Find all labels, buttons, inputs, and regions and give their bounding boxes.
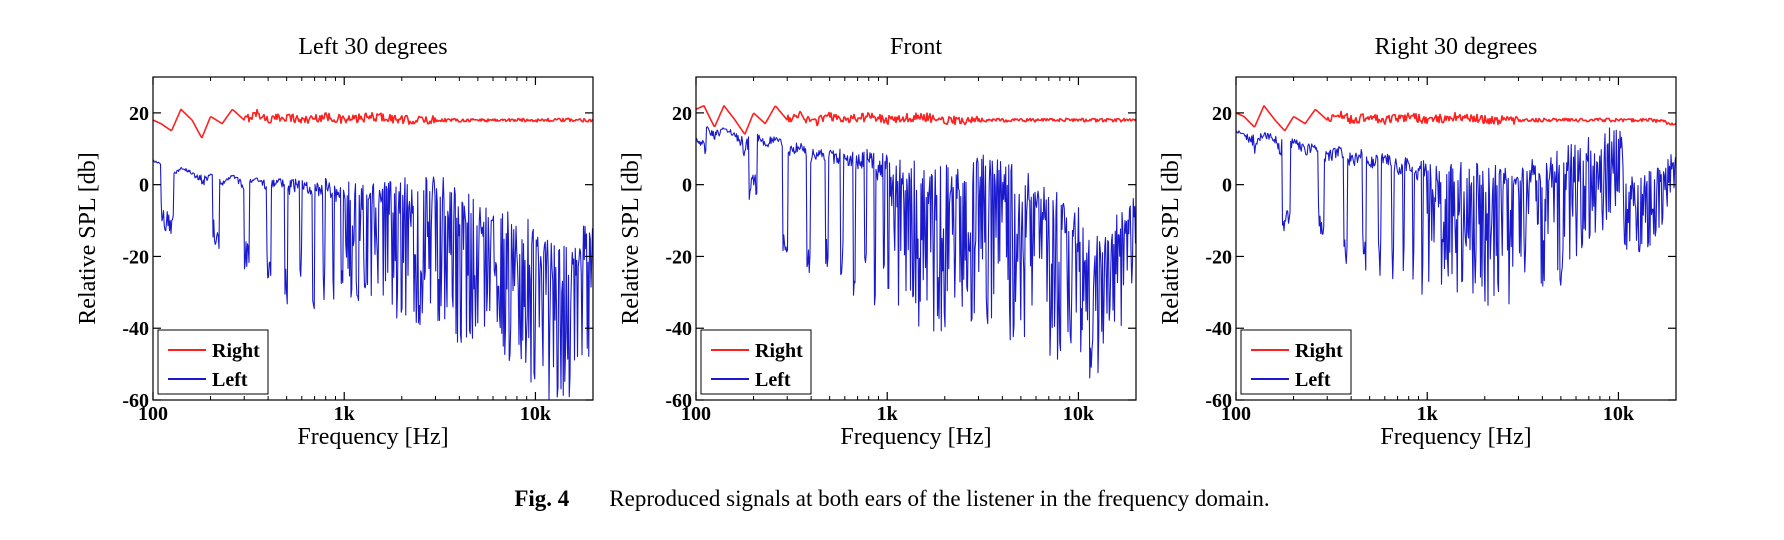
legend-box [700,329,812,395]
x-tick-label: 100 [1221,403,1251,425]
y-tick-label: -20 [1205,246,1232,268]
legend: Right Left [1240,329,1352,395]
y-tick-label: 0 [682,175,692,197]
x-tick-label: 10k [520,403,552,425]
axes-box [1235,76,1677,401]
plot-area [696,104,1136,379]
plot-area [153,108,593,400]
x-tick-label: 100 [138,403,168,425]
chart-panel-3: Right 30 degrees 100 1k 10k 20 0 -20 -40 -60 Freq… [1158,34,1677,450]
y-tick-label: -20 [122,246,149,268]
x-tick-label: 1k [1417,403,1439,425]
caption-label: Fig. 4 [514,486,570,511]
legend: Right Left [157,329,269,395]
chart-title: Right 30 degrees [1375,34,1538,60]
series-line-left [1236,127,1676,306]
y-tick-label: 0 [139,175,149,197]
series-line-right [153,108,593,139]
x-axis-label: Frequency [Hz] [297,424,448,450]
chart-panel-1: Left 30 degrees 100 1k 10k 20 0 -20 -40 -60 Frequ… [75,34,594,450]
chart-title: Left 30 degrees [298,34,447,60]
y-tick-label: -20 [665,246,692,268]
figure-caption: Fig. 4 Reproduced signals at both ears of… [0,486,1784,512]
y-tick-label: -60 [1205,390,1232,412]
series-line-right [696,104,1136,135]
caption-text: Reproduced signals at both ears of the l… [609,486,1270,511]
y-tick-label: -40 [1205,318,1232,340]
y-tick-label: -60 [122,390,149,412]
y-tick-label: 20 [1212,103,1232,125]
x-tick-label: 10k [1063,403,1095,425]
x-tick-label: 1k [334,403,356,425]
series-line-left [153,159,593,400]
chart-title: Front [890,34,942,60]
x-tick-label: 100 [681,403,711,425]
series-line-left [696,126,1136,379]
y-tick-label: -40 [665,318,692,340]
legend-label-right: Right [212,340,260,362]
legend-label-left: Left [1295,369,1331,391]
legend-box [1240,329,1352,395]
plot-area [1236,104,1676,306]
y-axis-label: Relative SPL [db] [75,152,101,324]
y-tick-label: -60 [665,390,692,412]
legend: Right Left [700,329,812,395]
legend-box [157,329,269,395]
y-axis-label: Relative SPL [db] [1158,152,1184,324]
x-axis-label: Frequency [Hz] [840,424,991,450]
y-tick-label: -40 [122,318,149,340]
legend-label-right: Right [1295,340,1343,362]
y-tick-label: 20 [129,103,149,125]
legend-label-left: Left [212,369,248,391]
axes-box [152,76,594,401]
y-axis-label: Relative SPL [db] [618,152,644,324]
figure: Left 30 degrees 100 1k 10k 20 0 -20 -40 -60 Frequ… [75,34,1677,450]
legend-label-right: Right [755,340,803,362]
x-axis-label: Frequency [Hz] [1380,424,1531,450]
series-line-right [1236,104,1676,132]
x-tick-label: 10k [1603,403,1635,425]
x-tick-label: 1k [877,403,899,425]
axes-box [695,76,1137,401]
chart-panel-2: Front 100 1k 10k 20 0 -20 -40 -60 Frequency [Hz] R… [618,34,1137,450]
legend-label-left: Left [755,369,791,391]
y-tick-label: 0 [1222,175,1232,197]
y-tick-label: 20 [672,103,692,125]
